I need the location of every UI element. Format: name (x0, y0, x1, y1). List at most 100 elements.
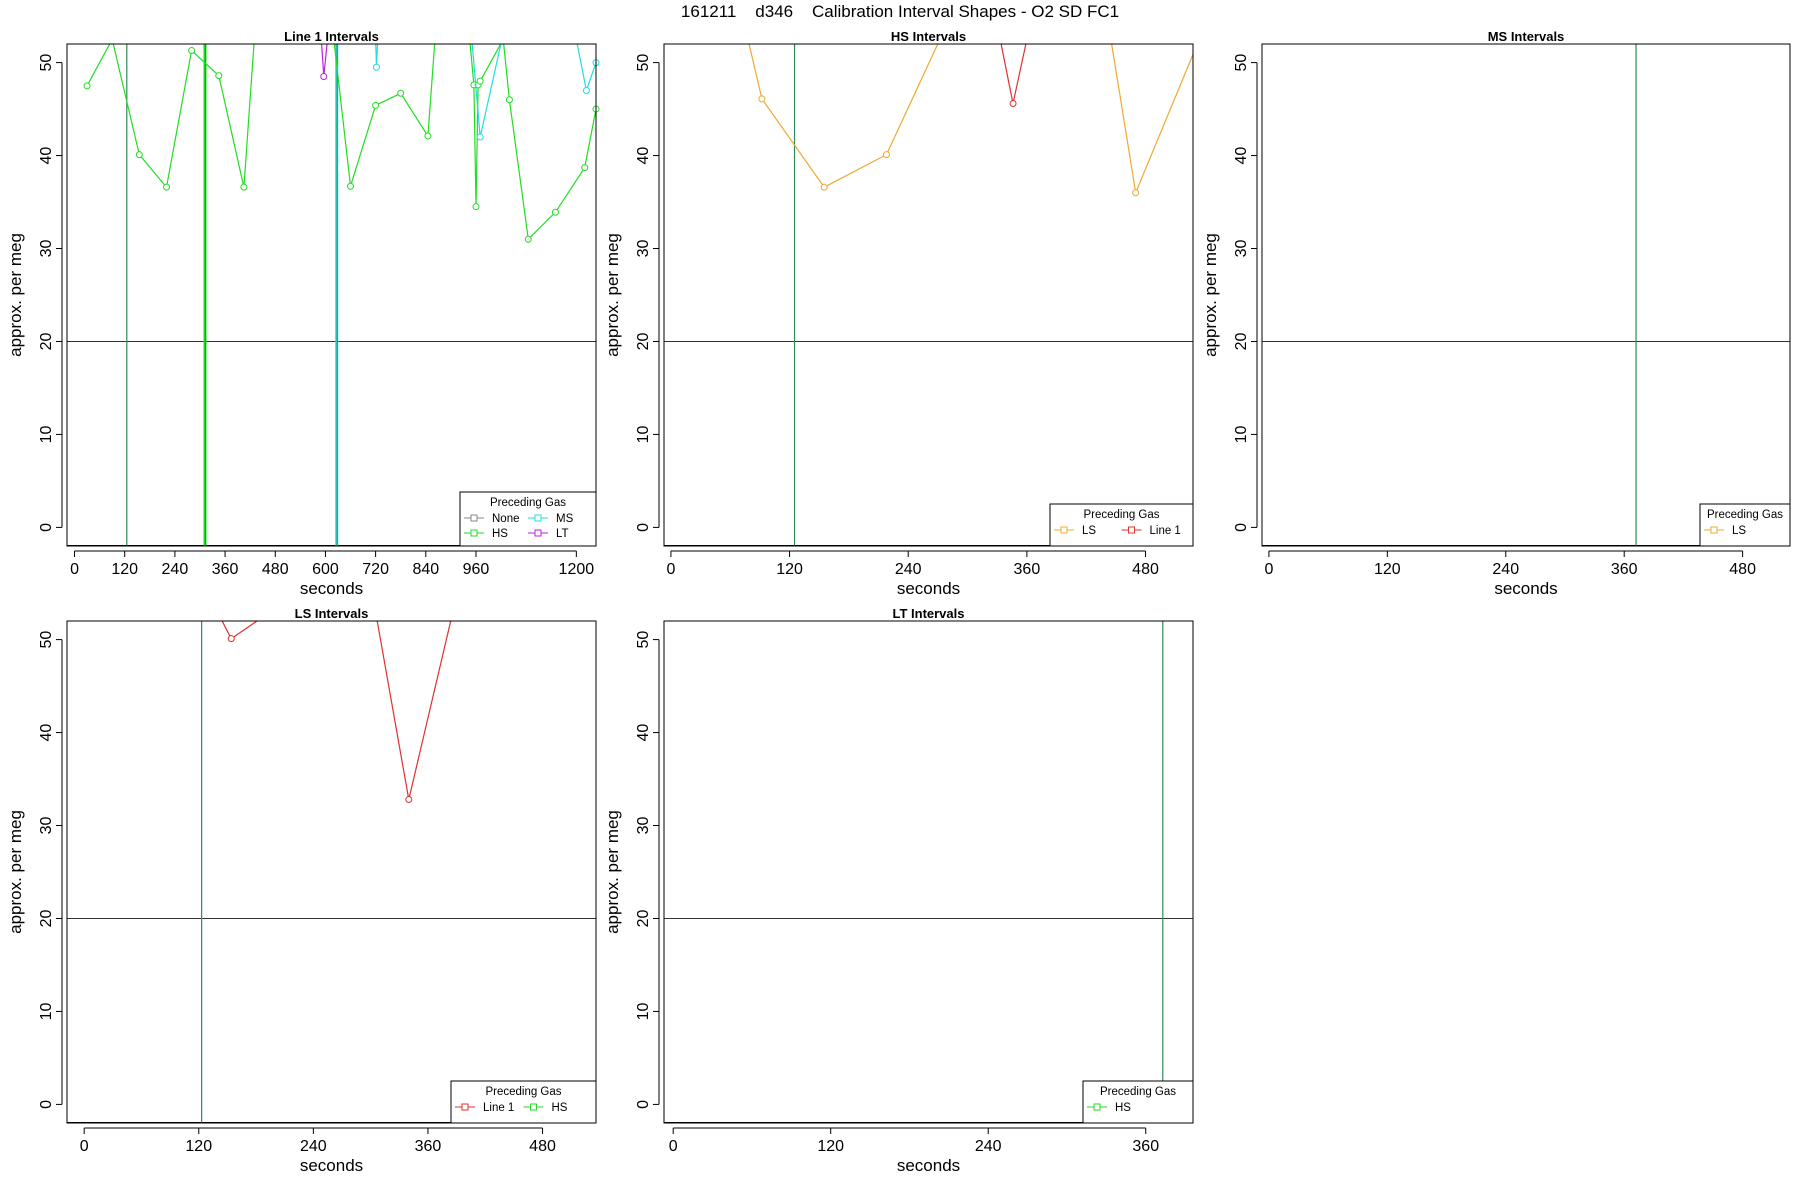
x-tick-label: 120 (776, 561, 803, 578)
page-title: 161211 d346 Calibration Interval Shapes … (680, 2, 1120, 21)
x-tick-label: 360 (1014, 561, 1041, 578)
plot-frame (663, 620, 1194, 1124)
legend-entry-label: HS (1115, 1102, 1131, 1114)
y-tick-label: 40 (38, 724, 55, 742)
series-line (1111, 44, 1193, 195)
x-axis-label: seconds (897, 579, 960, 598)
y-tick-label: 20 (38, 909, 55, 927)
legend-swatch-marker (1128, 526, 1135, 534)
x-tick-label: 240 (895, 561, 922, 578)
x-axis-label: seconds (300, 579, 363, 598)
y-tick-label: 40 (635, 724, 652, 742)
y-tick-label: 50 (635, 54, 652, 72)
y-tick-label: 20 (38, 332, 55, 350)
x-tick-label: 240 (162, 561, 189, 578)
x-tick-label: 0 (666, 561, 675, 578)
data-point (240, 183, 248, 191)
legend-swatch-marker (1093, 1103, 1101, 1111)
legend-title: Preceding Gas (490, 497, 566, 509)
x-tick-label: 480 (1132, 561, 1159, 578)
panel-title: MS Intervals (1488, 29, 1565, 44)
y-tick-label: 0 (38, 1100, 55, 1109)
data-point (163, 183, 171, 191)
panel-1: HS Intervals 0 120 240 360 480 seconds 0 10 20 30 4… (603, 29, 1194, 598)
series-line (748, 44, 939, 188)
legend-entry-label: None (492, 513, 520, 525)
legend-box (1049, 503, 1194, 547)
x-tick-label: 600 (312, 561, 339, 578)
legend-swatch-marker (470, 514, 478, 522)
y-tick-label: 30 (635, 817, 652, 835)
panel-title: HS Intervals (891, 29, 966, 44)
series-line (333, 44, 436, 187)
y-tick-label: 40 (38, 147, 55, 165)
x-tick-label: 480 (1729, 561, 1756, 578)
data-point (424, 132, 432, 140)
legend-entry-label: Line 1 (1150, 525, 1181, 537)
plot-frame (66, 620, 597, 1124)
y-tick-label: 20 (1233, 332, 1250, 350)
data-point (372, 63, 380, 71)
x-tick-label: 360 (1611, 561, 1638, 578)
x-tick-label: 720 (362, 561, 389, 578)
x-tick-label: 0 (80, 1138, 89, 1155)
legend-entry-label: HS (492, 528, 508, 540)
data-point (320, 73, 328, 81)
legend-entry-label: LS (1732, 525, 1746, 537)
series-line (1000, 44, 1027, 104)
panel-4: LT Intervals 0 120 240 360 seconds 0 10 20 30 40 50… (603, 606, 1194, 1175)
x-tick-label: 480 (262, 561, 289, 578)
legend-swatch-marker (530, 1103, 537, 1111)
series-line (86, 44, 255, 189)
legend-swatch-marker (470, 529, 478, 537)
legend: Preceding Gas LS Line 1 (1049, 503, 1194, 547)
legend-entry-label: Line 1 (483, 1102, 514, 1114)
x-tick-label: 240 (975, 1138, 1002, 1155)
data-point (135, 151, 143, 159)
plot-frame (663, 43, 1194, 547)
y-axis-label: approx. per meg (1201, 233, 1220, 357)
y-axis-label: approx. per meg (6, 810, 25, 934)
legend-swatch-marker (1710, 526, 1718, 534)
legend-title: Preceding Gas (1707, 509, 1783, 521)
x-tick-label: 240 (300, 1138, 327, 1155)
y-tick-label: 50 (635, 631, 652, 649)
panel-2: MS Intervals 0 120 240 360 480 seconds 0 10 20 30 4… (1201, 29, 1791, 598)
legend-box (459, 491, 597, 547)
y-tick-label: 0 (38, 523, 55, 532)
y-tick-label: 30 (38, 240, 55, 258)
x-tick-label: 0 (1264, 561, 1273, 578)
panel-title: LS Intervals (295, 606, 369, 621)
y-tick-label: 40 (635, 147, 652, 165)
data-point (581, 164, 589, 172)
y-tick-label: 10 (635, 425, 652, 443)
legend-title: Preceding Gas (1100, 1086, 1176, 1098)
y-tick-label: 10 (38, 425, 55, 443)
data-point (472, 203, 480, 211)
y-tick-label: 30 (635, 240, 652, 258)
data-point (551, 208, 559, 216)
x-axis-label: seconds (300, 1156, 363, 1175)
x-axis-label: seconds (1494, 579, 1557, 598)
legend-entry-label: LS (1082, 525, 1096, 537)
data-point (227, 635, 235, 643)
legend-entry-label: MS (556, 513, 574, 525)
x-tick-label: 120 (1374, 561, 1401, 578)
x-tick-label: 960 (463, 561, 490, 578)
y-tick-label: 0 (635, 523, 652, 532)
data-point (758, 95, 766, 103)
series-line (576, 44, 596, 93)
x-tick-label: 480 (529, 1138, 556, 1155)
y-tick-label: 30 (38, 817, 55, 835)
y-tick-label: 40 (1233, 147, 1250, 165)
legend-swatch-marker (534, 514, 542, 522)
y-tick-label: 10 (1233, 425, 1250, 443)
x-tick-label: 360 (212, 561, 239, 578)
data-point (215, 72, 223, 80)
y-axis-label: approx. per meg (6, 233, 25, 357)
x-tick-label: 0 (70, 561, 79, 578)
legend: Preceding Gas LS (1699, 503, 1791, 547)
series-line (321, 44, 328, 77)
data-point (820, 183, 828, 191)
